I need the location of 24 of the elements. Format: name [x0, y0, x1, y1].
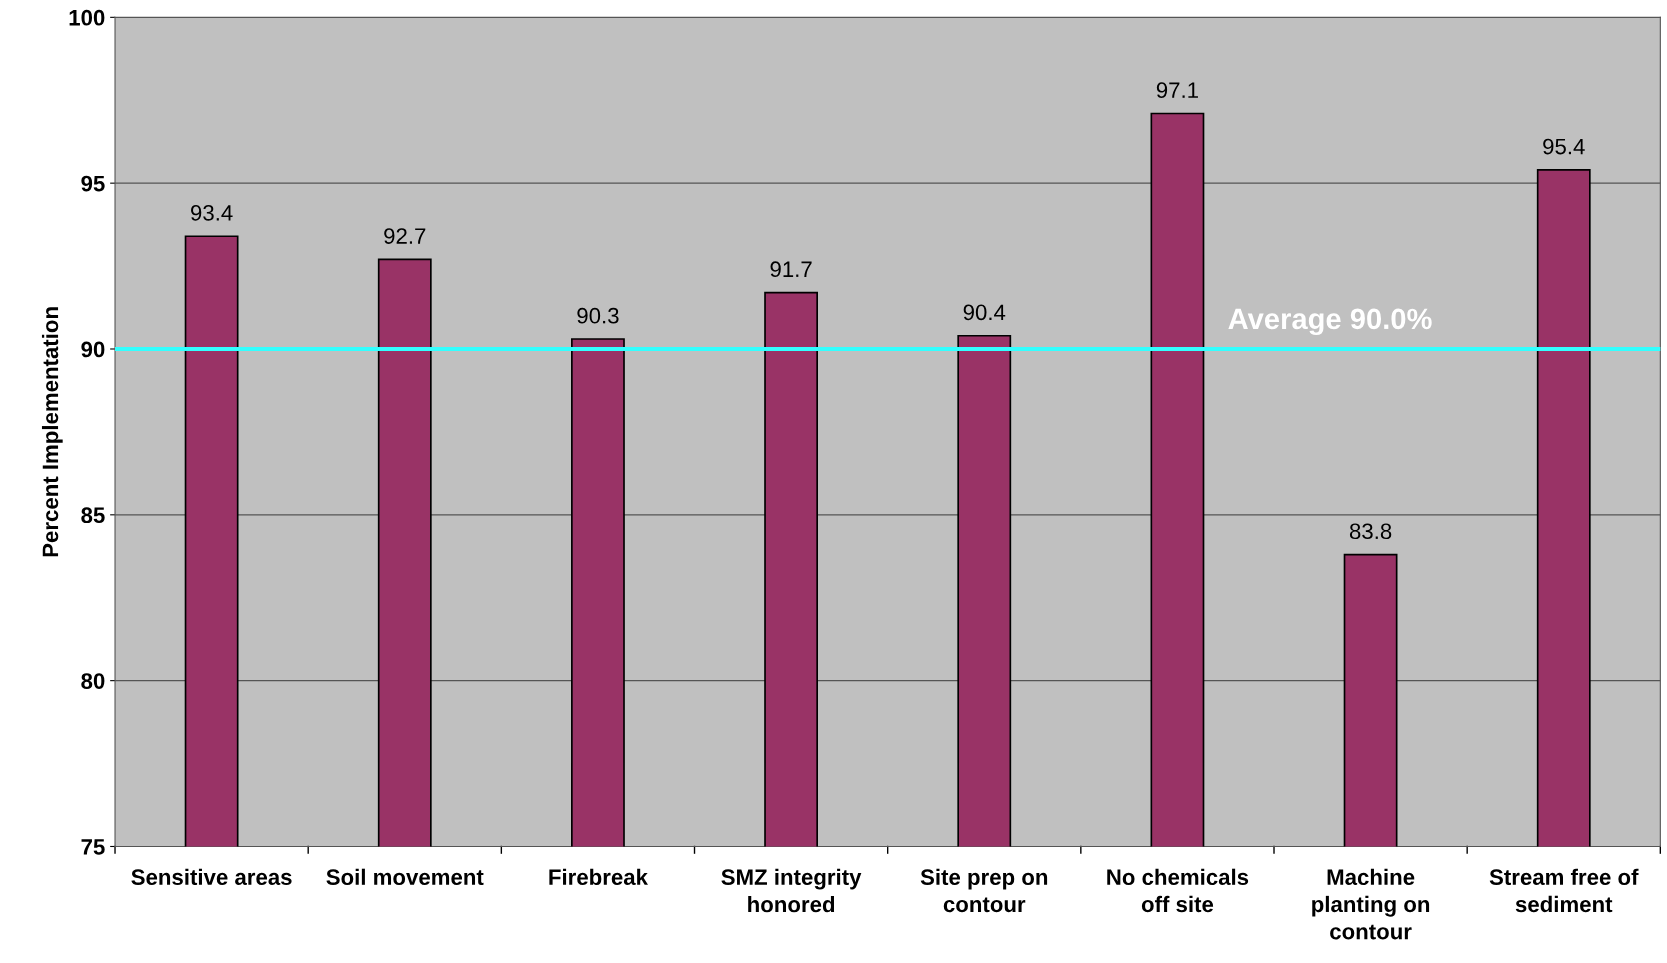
y-tick-label: 75 [81, 839, 105, 855]
y-tick-label: 90 [81, 341, 105, 358]
x-tick-label: Machine planting on contour [1312, 868, 1430, 940]
data-label: 90.3 [577, 307, 619, 324]
data-label: 97.1 [1156, 82, 1198, 99]
ref-line-label: Average 90.0% [1228, 308, 1432, 336]
y-tick-label: 100 [69, 9, 105, 26]
x-tick-label: Stream free of sediment [1489, 868, 1639, 913]
data-label: 90.4 [963, 304, 1006, 321]
x-tick-label: Firebreak [549, 868, 648, 886]
x-tick-label: Site prep on contour [920, 868, 1048, 913]
y-axis-title: Percent Implementation [41, 307, 63, 557]
y-tick-label: 85 [81, 507, 105, 524]
data-label: 91.7 [770, 261, 812, 278]
x-tick-label: No chemicals off site [1107, 868, 1249, 913]
data-label: 95.4 [1543, 138, 1585, 155]
data-label: 83.8 [1349, 523, 1392, 540]
data-label: 93.4 [191, 204, 233, 221]
x-tick-label: Sensitive areas [131, 868, 292, 886]
x-tick-label: Soil movement [326, 868, 484, 886]
data-label: 92.7 [384, 228, 426, 244]
x-tick-label: SMZ integrity honored [721, 868, 862, 913]
y-tick-label: 95 [81, 175, 105, 192]
y-tick-label: 80 [81, 673, 105, 689]
